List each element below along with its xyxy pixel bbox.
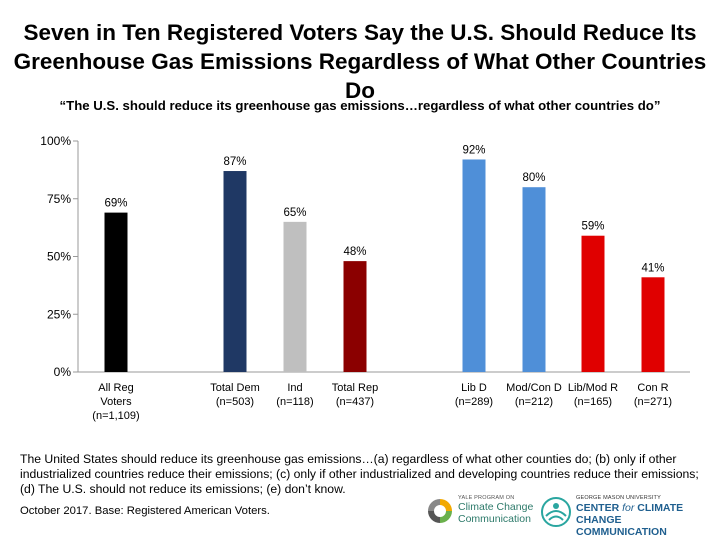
bar [641,277,665,372]
y-tick-label: 100% [40,134,71,148]
bar-data-label: 48% [343,246,366,258]
bar-data-label: 87% [223,156,246,168]
bar [581,235,605,372]
gmu-logo-line1a: CENTER [576,502,623,514]
bar [104,212,128,372]
bar [283,221,307,372]
bar [462,159,486,372]
x-category-label-line: (n=289) [455,396,493,408]
gmu-logo-top: GEORGE MASON UNIVERSITY [576,495,661,501]
chart-subtitle: “The U.S. should reduce its greenhouse g… [59,98,661,113]
x-category-label-line: Total Dem [210,382,260,394]
bar-data-label: 80% [522,172,545,184]
x-category-label-line: (n=118) [276,396,313,408]
x-category-label: Total Dem (n=503) [210,382,260,408]
gmu-logo-line2: COMMUNICATION [576,526,667,538]
bar-data-label: 41% [641,262,664,274]
x-category-label-line: (n=437) [336,396,374,408]
bar-chart: 0% 25% 50% 75% 100% 69% All Reg Voters (n=1,109)… [40,134,690,422]
x-category-label-line: Lib D [461,382,487,394]
bar [522,187,546,372]
x-category-label: Lib D (n=289) [455,382,493,408]
bar-data-label: 59% [581,221,604,233]
yale-logo-icon [428,499,452,523]
chart-title-line-1: Seven in Ten Registered Voters Say the U… [23,20,697,45]
y-tick-label: 50% [47,250,71,264]
x-category-label: All Reg Voters (n=1,109) [92,382,139,422]
x-category-label: Total Rep (n=437) [332,382,378,408]
y-tick-label: 75% [47,192,71,206]
gmu-logo-line1: CENTER for CLIMATE CHANGE [576,502,715,526]
source-note: October 2017. Base: Registered American … [20,505,270,517]
bar-data-label: 65% [283,207,306,219]
x-category-label-line: Mod/Con D [506,382,562,394]
gmu-logo-line1b: for [622,502,635,514]
bar [223,171,247,372]
x-category-label: Mod/Con D (n=212) [506,382,562,408]
x-category-label-line: (n=212) [515,396,553,408]
yale-logo-line2: Communication [458,512,531,525]
x-category-label-line: Voters [100,396,132,408]
yale-logo-line1: Climate Change [458,501,534,513]
x-category-label-line: Lib/Mod R [568,382,618,394]
x-category-label: Con R (n=271) [634,382,672,408]
x-category-label-line: (n=271) [634,396,672,408]
chart-title-line-2: Greenhouse Gas Emissions Regardless of W… [13,49,707,103]
yale-climate-logo: YALE PROGRAM ON Climate Change Communica… [426,493,538,533]
x-category-label-line: Con R [637,382,668,394]
x-category-label-line: (n=1,109) [92,410,139,422]
yale-logo-top: YALE PROGRAM ON [458,495,515,501]
x-category-label-line: (n=503) [216,396,254,408]
question-footnote: The United States should reduce its gree… [20,452,699,496]
x-category-label-line: All Reg [98,382,133,394]
x-category-label-line: Ind [287,382,302,394]
x-category-label: Ind (n=118) [276,382,313,408]
y-tick-label: 25% [47,307,71,321]
chart-title: Seven in Ten Registered Voters Say the U… [0,18,720,105]
bar-data-label: 92% [462,144,485,156]
gmu-logo-line1c: CLIMATE CHANGE [576,502,684,526]
x-category-label: Lib/Mod R (n=165) [568,382,618,408]
gmu-logo-icon [541,497,571,527]
x-category-label-line: (n=165) [574,396,612,408]
y-tick-label: 0% [54,365,72,379]
x-category-label-line: Total Rep [332,382,378,394]
gmu-climate-logo: GEORGE MASON UNIVERSITY CENTER for CLIMA… [540,493,715,538]
bar-data-label: 69% [104,198,127,210]
bar [343,261,367,372]
